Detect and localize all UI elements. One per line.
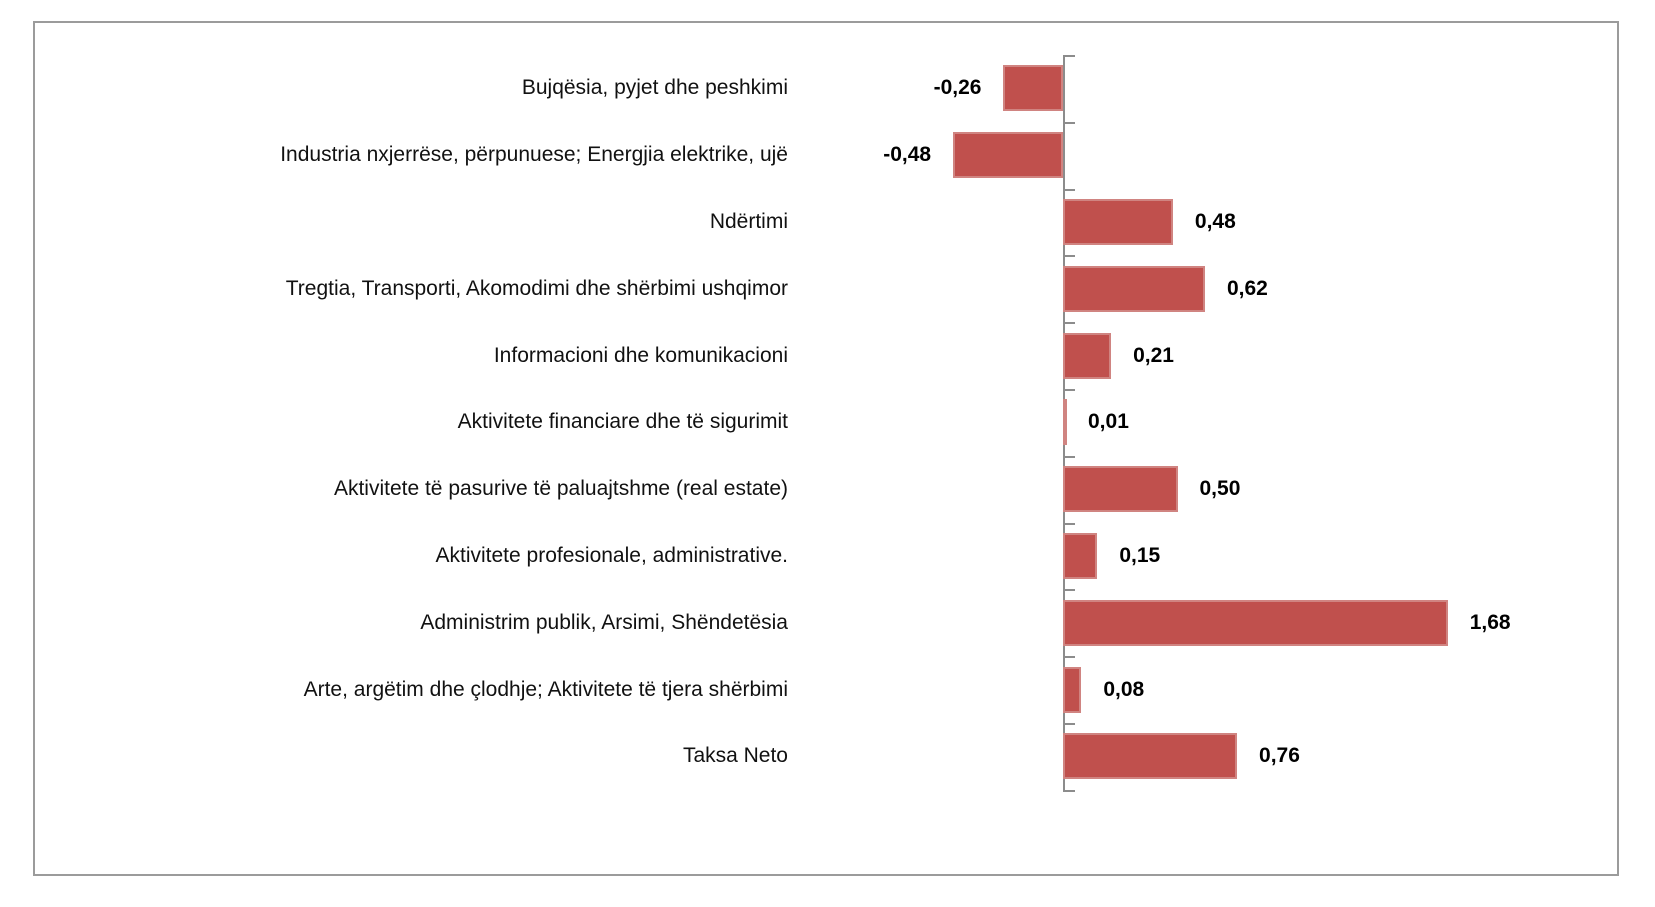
category-label: Arte, argëtim dhe çlodhje; Aktivitete të…	[303, 677, 788, 701]
category-label: Industria nxjerrëse, përpunuese; Energji…	[280, 143, 788, 167]
category-label: Informacioni dhe komunikacioni	[493, 343, 788, 367]
bar	[1063, 399, 1067, 446]
value-label: 0,48	[1194, 210, 1236, 233]
value-label: 0,01	[1088, 410, 1129, 434]
axis-tick	[1063, 121, 1075, 124]
category-label: Administrim publik, Arsimi, Shëndetësia	[420, 610, 788, 634]
value-label: 0,08	[1103, 677, 1145, 701]
axis-tick	[1063, 55, 1075, 57]
axis-tick	[1063, 589, 1075, 592]
axis-tick	[1063, 455, 1075, 458]
axis-tick	[1063, 789, 1075, 792]
value-label: 0,21	[1133, 343, 1174, 367]
bar	[1063, 666, 1082, 713]
category-label: Taksa Neto	[682, 744, 788, 768]
category-label: Aktivitete të pasurive të paluajtshme (r…	[333, 477, 788, 501]
value-label: -0,48	[883, 143, 932, 167]
bar	[953, 132, 1063, 179]
category-label: Bujqësia, pyjet dhe peshkimi	[521, 76, 788, 100]
value-label: 0,76	[1259, 744, 1300, 768]
bar	[1063, 199, 1173, 245]
bar	[1063, 599, 1448, 646]
bar	[1063, 733, 1238, 780]
axis-tick	[1063, 188, 1075, 191]
bar	[1003, 65, 1063, 112]
axis-tick	[1063, 322, 1075, 325]
chart-frame	[33, 21, 1619, 876]
axis-tick	[1063, 255, 1075, 258]
value-label: 0,50	[1199, 477, 1241, 501]
axis-tick	[1063, 656, 1075, 659]
bar	[1063, 332, 1112, 379]
axis-tick	[1063, 522, 1075, 525]
value-label: 0,62	[1226, 276, 1268, 300]
bar	[1063, 466, 1178, 513]
category-label: Aktivitete financiare dhe të sigurimit	[457, 410, 788, 434]
value-label: -0,26	[933, 76, 982, 100]
value-label: 0,15	[1119, 544, 1161, 567]
category-label: Ndërtimi	[709, 210, 788, 233]
axis-tick	[1063, 389, 1075, 391]
axis-tick	[1063, 723, 1075, 725]
category-label: Tregtia, Transporti, Akomodimi dhe shërb…	[285, 276, 788, 300]
category-label: Aktivitete profesionale, administrative.	[435, 544, 789, 567]
value-label: 1,68	[1469, 610, 1511, 634]
bar	[1063, 533, 1098, 579]
bar	[1063, 265, 1205, 312]
